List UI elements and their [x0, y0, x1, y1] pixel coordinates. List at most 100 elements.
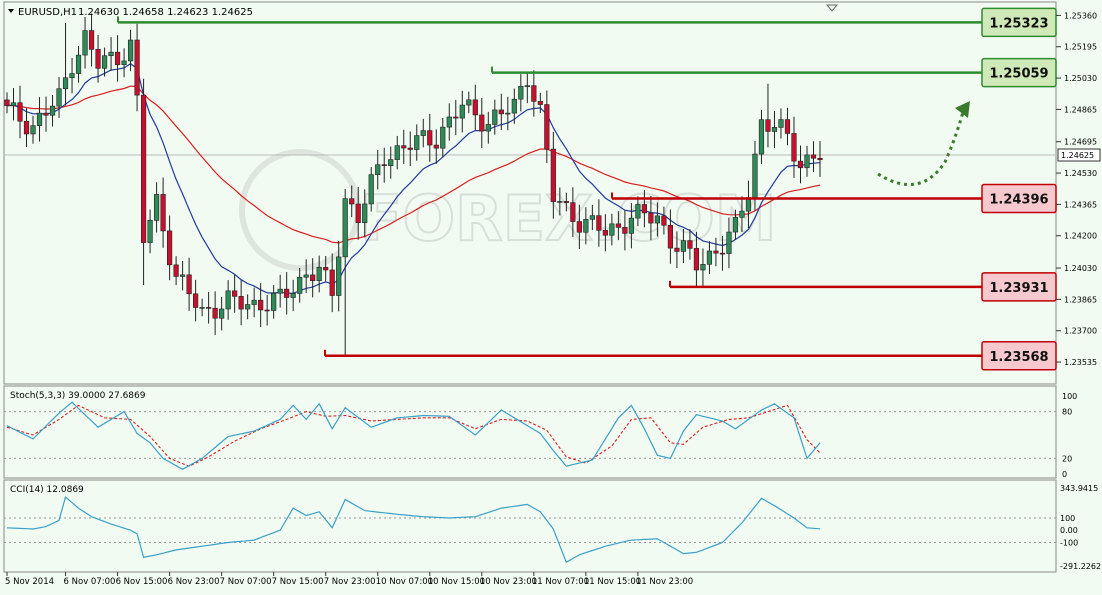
candle-bear: [531, 85, 537, 102]
time-tick-label: 10 Nov 07:00: [376, 577, 433, 587]
candle-bear: [563, 201, 569, 203]
time-tick-label: 7 Nov 07:00: [220, 577, 272, 587]
candle-bear: [602, 230, 608, 236]
candle-bear: [114, 51, 121, 65]
candle-bull: [485, 124, 491, 132]
symbol-header: EURUSD,H1: [18, 7, 77, 18]
candle-bear: [479, 114, 485, 132]
time-tick-label: 6 Nov 23:00: [168, 577, 220, 587]
candle-bear: [472, 99, 478, 116]
candle-bull: [700, 264, 706, 271]
candle-bull: [271, 292, 277, 311]
stoch-indicator: 100 80 20 0: [4, 392, 1077, 479]
chart-shift-icon[interactable]: [825, 4, 839, 12]
cci-tick-label: -100: [1060, 539, 1078, 548]
candle-bull: [583, 219, 589, 233]
time-tick-label: 6 Nov 07:00: [64, 577, 116, 587]
price-tick-label: 1.23700: [1064, 327, 1097, 336]
candle-bear: [537, 101, 543, 105]
stoch-main-line: [6, 401, 821, 470]
cci-tick-label: 100: [1060, 514, 1075, 523]
candle-bull: [69, 73, 75, 79]
candle-bear: [140, 94, 147, 243]
candle-bear: [784, 119, 791, 134]
candle-bull: [446, 116, 452, 128]
time-tick-label: 11 Nov 23:00: [636, 577, 693, 587]
candle-bear: [381, 164, 387, 167]
candle-bull: [726, 231, 732, 254]
cci-line: [6, 496, 821, 564]
stoch-tick-label: 100: [1062, 392, 1077, 401]
candle-bear: [23, 120, 30, 135]
current-price-label: 1.24625: [1061, 151, 1094, 160]
candle-bull: [336, 256, 342, 296]
candle-bull: [362, 203, 368, 223]
candle-bull: [654, 215, 660, 224]
candle-bear: [329, 269, 335, 296]
level-badge-support: [981, 183, 1057, 214]
level-badge-label: 1.23568: [989, 350, 1048, 365]
level-badge-support: [981, 341, 1057, 371]
time-tick-label: 11 Nov 07:00: [532, 577, 589, 587]
candle-bull: [56, 88, 62, 107]
candle-bear: [661, 215, 667, 226]
cci-indicator: 343.9415 100 0.00 -100 -291.2262: [4, 484, 1101, 571]
candle-bull: [30, 125, 36, 135]
forecast-arrow-head: [955, 101, 970, 118]
price-pane: [3, 1, 1057, 385]
price-tick-label: 1.25360: [1064, 11, 1097, 20]
candle-bull: [511, 98, 517, 114]
candle-bear: [427, 130, 433, 146]
candle-bull: [557, 201, 563, 203]
price-tick-label: 1.24365: [1064, 200, 1097, 209]
candle-bull: [414, 135, 420, 150]
candle-bull: [804, 154, 810, 169]
candle-bear: [810, 154, 817, 159]
candle-bear: [791, 133, 797, 162]
stoch-pane: [3, 385, 1057, 479]
time-tick-label: 6 Nov 15:00: [116, 577, 168, 587]
candle-bull: [316, 266, 322, 282]
price-axis: 1.25360 1.25195 1.25030 1.24865 1.24695 1.245…: [1056, 11, 1101, 367]
candle-bull: [368, 174, 374, 205]
level-badge-resistance: [981, 7, 1057, 38]
header-dropdown-icon[interactable]: [8, 9, 14, 13]
candle-bear: [232, 290, 238, 297]
candle-bull: [342, 198, 348, 258]
candle-bear: [687, 240, 693, 249]
candle-bull: [706, 250, 713, 265]
level-badge-label: 1.25059: [989, 67, 1048, 82]
candle-bear: [186, 274, 192, 295]
candle-bear: [693, 248, 700, 271]
candle-bear: [323, 266, 329, 271]
price-tick-label: 1.23865: [1064, 295, 1097, 304]
candle-bear: [719, 252, 726, 255]
candle-bear: [713, 250, 719, 254]
candle-bear: [648, 212, 654, 224]
cci-tick-label: -291.2262: [1060, 562, 1101, 571]
candle-bull: [153, 194, 160, 221]
price-tick-label: 1.24030: [1064, 264, 1097, 273]
time-tick-label: 7 Nov 23:00: [324, 577, 376, 587]
candle-bear: [576, 221, 582, 233]
candle-bull: [752, 153, 758, 198]
candle-bear: [817, 157, 823, 161]
candle-bear: [17, 102, 23, 122]
candle-bear: [173, 264, 179, 277]
candle-bull: [303, 274, 309, 278]
price-tick-label: 1.24695: [1064, 138, 1097, 147]
candle-bull: [101, 55, 108, 69]
candle-bull: [297, 276, 303, 294]
candle-bull: [771, 127, 778, 132]
candle-bear: [43, 112, 49, 116]
candle-bear: [193, 293, 199, 308]
candle-bear: [349, 198, 355, 205]
candle-bull: [459, 104, 465, 119]
candle-bear: [401, 145, 407, 149]
candle-bull: [635, 204, 641, 219]
current-price-badge: [1057, 148, 1101, 162]
candle-bear: [667, 224, 674, 249]
candle-bear: [544, 104, 550, 150]
candle-bear: [206, 307, 212, 309]
